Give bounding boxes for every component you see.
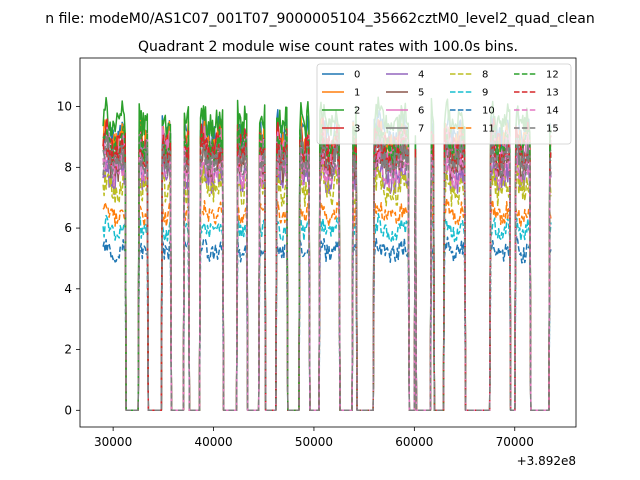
x-tick-label: 70000 <box>496 435 534 449</box>
legend-label-11: 11 <box>482 124 495 135</box>
legend-label-6: 6 <box>418 106 424 117</box>
y-axis: 0 2 4 6 8 10 <box>57 100 80 417</box>
series-line-14 <box>102 146 552 412</box>
x-offset-label: +3.892e8 <box>517 454 576 468</box>
legend-label-0: 0 <box>354 70 360 81</box>
legend-label-13: 13 <box>546 88 559 99</box>
legend-label-8: 8 <box>482 70 488 81</box>
legend-label-10: 10 <box>482 106 495 117</box>
axes-layer <box>79 57 577 428</box>
x-axis: 30000 40000 50000 60000 70000 <box>94 427 534 449</box>
chart-suptitle: n file: modeM0/AS1C07_001T07_9000005104_… <box>45 11 594 27</box>
legend-label-7: 7 <box>418 124 424 135</box>
legend-label-1: 1 <box>354 88 360 99</box>
y-tick-label: 10 <box>57 100 72 114</box>
x-tick-label: 40000 <box>194 435 232 449</box>
y-tick-label: 0 <box>64 403 72 417</box>
legend-label-5: 5 <box>418 88 424 99</box>
series-line-15 <box>102 135 552 412</box>
legend-box <box>316 63 572 145</box>
axes-frame <box>79 57 577 428</box>
legend-label-3: 3 <box>354 124 360 135</box>
legend-label-4: 4 <box>418 70 424 81</box>
legend-label-15: 15 <box>546 124 559 135</box>
y-tick-label: 4 <box>64 282 72 296</box>
y-tick-label: 2 <box>64 343 72 357</box>
y-tick-label: 6 <box>64 221 72 235</box>
y-tick-label: 8 <box>64 160 72 174</box>
legend-label-9: 9 <box>482 88 488 99</box>
legend-label-12: 12 <box>546 70 559 81</box>
chart-title: Quadrant 2 module wise count rates with … <box>138 39 518 55</box>
x-tick-label: 30000 <box>94 435 132 449</box>
legend-label-14: 14 <box>546 106 559 117</box>
x-tick-label: 50000 <box>295 435 333 449</box>
legend-label-2: 2 <box>354 106 360 117</box>
x-tick-label: 60000 <box>395 435 433 449</box>
